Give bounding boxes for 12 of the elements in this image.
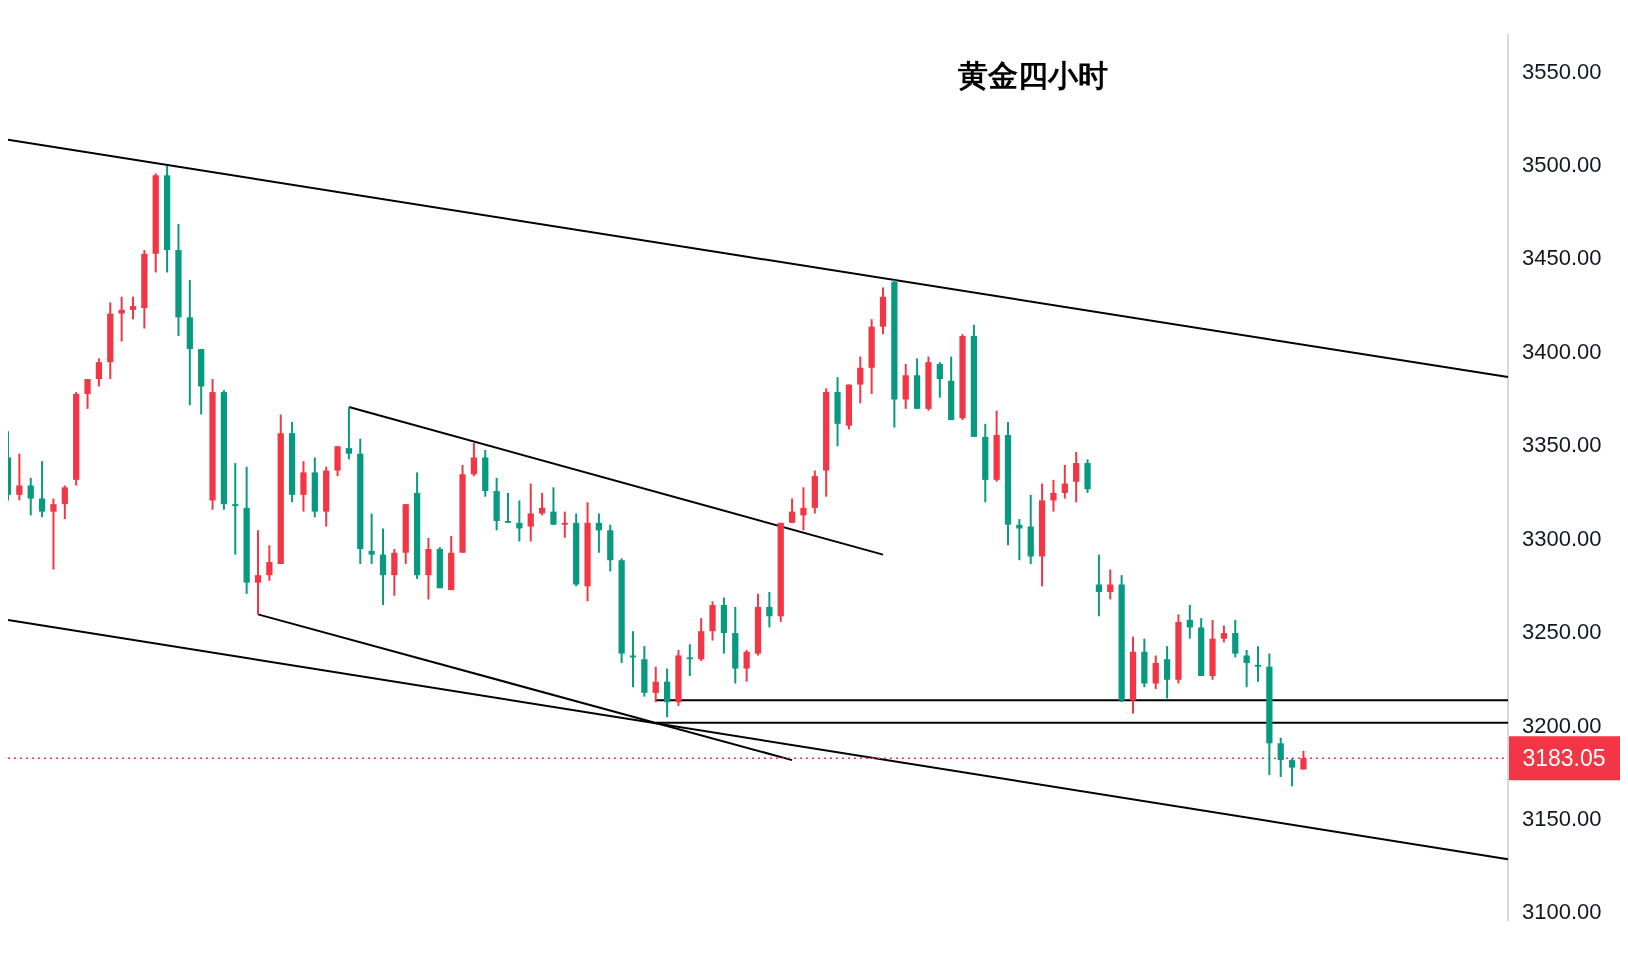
text: 黄金四小时 bbox=[957, 59, 1108, 93]
y-tick-label: 3450.00 bbox=[1522, 245, 1602, 271]
y-tick-label: 3350.00 bbox=[1522, 432, 1602, 458]
y-tick-label: 3300.00 bbox=[1522, 525, 1602, 551]
y-tick-label: 3200.00 bbox=[1522, 712, 1602, 738]
y-tick-label: 3500.00 bbox=[1522, 152, 1602, 178]
y-tick-label: 3150.00 bbox=[1522, 805, 1602, 831]
y-tick-label: 3250.00 bbox=[1522, 619, 1602, 645]
ref-line-label: 3183.05 bbox=[1522, 744, 1606, 771]
y-tick-label: 3550.00 bbox=[1522, 58, 1602, 84]
y-tick-label: 3400.00 bbox=[1522, 338, 1602, 364]
y-tick-label: 3100.00 bbox=[1522, 899, 1602, 925]
